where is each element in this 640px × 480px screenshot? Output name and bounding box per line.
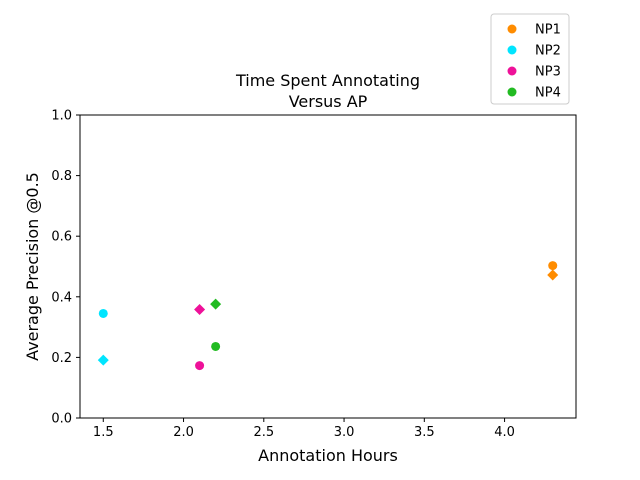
y-tick-label: 0.6 — [51, 230, 72, 245]
point-np2-circle — [98, 308, 108, 318]
legend-label-np4: NP4 — [535, 86, 561, 101]
x-axis-label: Annotation Hours — [258, 446, 398, 465]
legend-marker-np2 — [507, 45, 517, 55]
data-points — [97, 261, 559, 371]
x-tick-label: 3.5 — [414, 425, 435, 440]
x-tick-label: 2.0 — [173, 425, 194, 440]
x-tick-label: 2.5 — [253, 425, 274, 440]
x-tick-label: 1.5 — [93, 425, 114, 440]
legend-box — [490, 13, 570, 105]
legend-marker-np4 — [507, 87, 517, 97]
chart-title-line-2: Versus AP — [289, 92, 368, 111]
y-axis-label: Average Precision @0.5 — [23, 172, 42, 361]
point-np3-circle — [195, 361, 205, 371]
point-np1-diamond — [547, 269, 559, 281]
y-tick-label: 0.2 — [51, 351, 72, 366]
plot-frame — [79, 114, 577, 419]
legend: NP1 NP2 NP3 NP4 — [490, 13, 570, 105]
point-np1-circle — [548, 261, 558, 271]
legend-label-np2: NP2 — [535, 44, 561, 59]
legend-label-np3: NP3 — [535, 65, 561, 80]
x-tick-label: 4.0 — [494, 425, 515, 440]
legend-marker-np3 — [507, 66, 517, 76]
point-np4-diamond — [210, 298, 222, 310]
axis-ticks: 1.5 2.0 2.5 3.0 3.5 4.0 0.0 0.2 0.4 0.6 0.8 1.0 — [51, 109, 515, 441]
y-tick-label: 0.8 — [51, 169, 72, 184]
point-np4-circle — [211, 341, 221, 351]
point-np3-diamond — [194, 304, 206, 316]
chart-title-line-1: Time Spent Annotating — [235, 71, 420, 90]
legend-label-np1: NP1 — [535, 23, 561, 38]
y-tick-label: 0.4 — [51, 290, 72, 305]
y-tick-label: 1.0 — [51, 109, 72, 124]
x-tick-label: 3.0 — [334, 425, 355, 440]
point-np2-diamond — [97, 354, 109, 366]
y-tick-label: 0.0 — [51, 412, 72, 427]
legend-marker-np1 — [507, 24, 517, 34]
